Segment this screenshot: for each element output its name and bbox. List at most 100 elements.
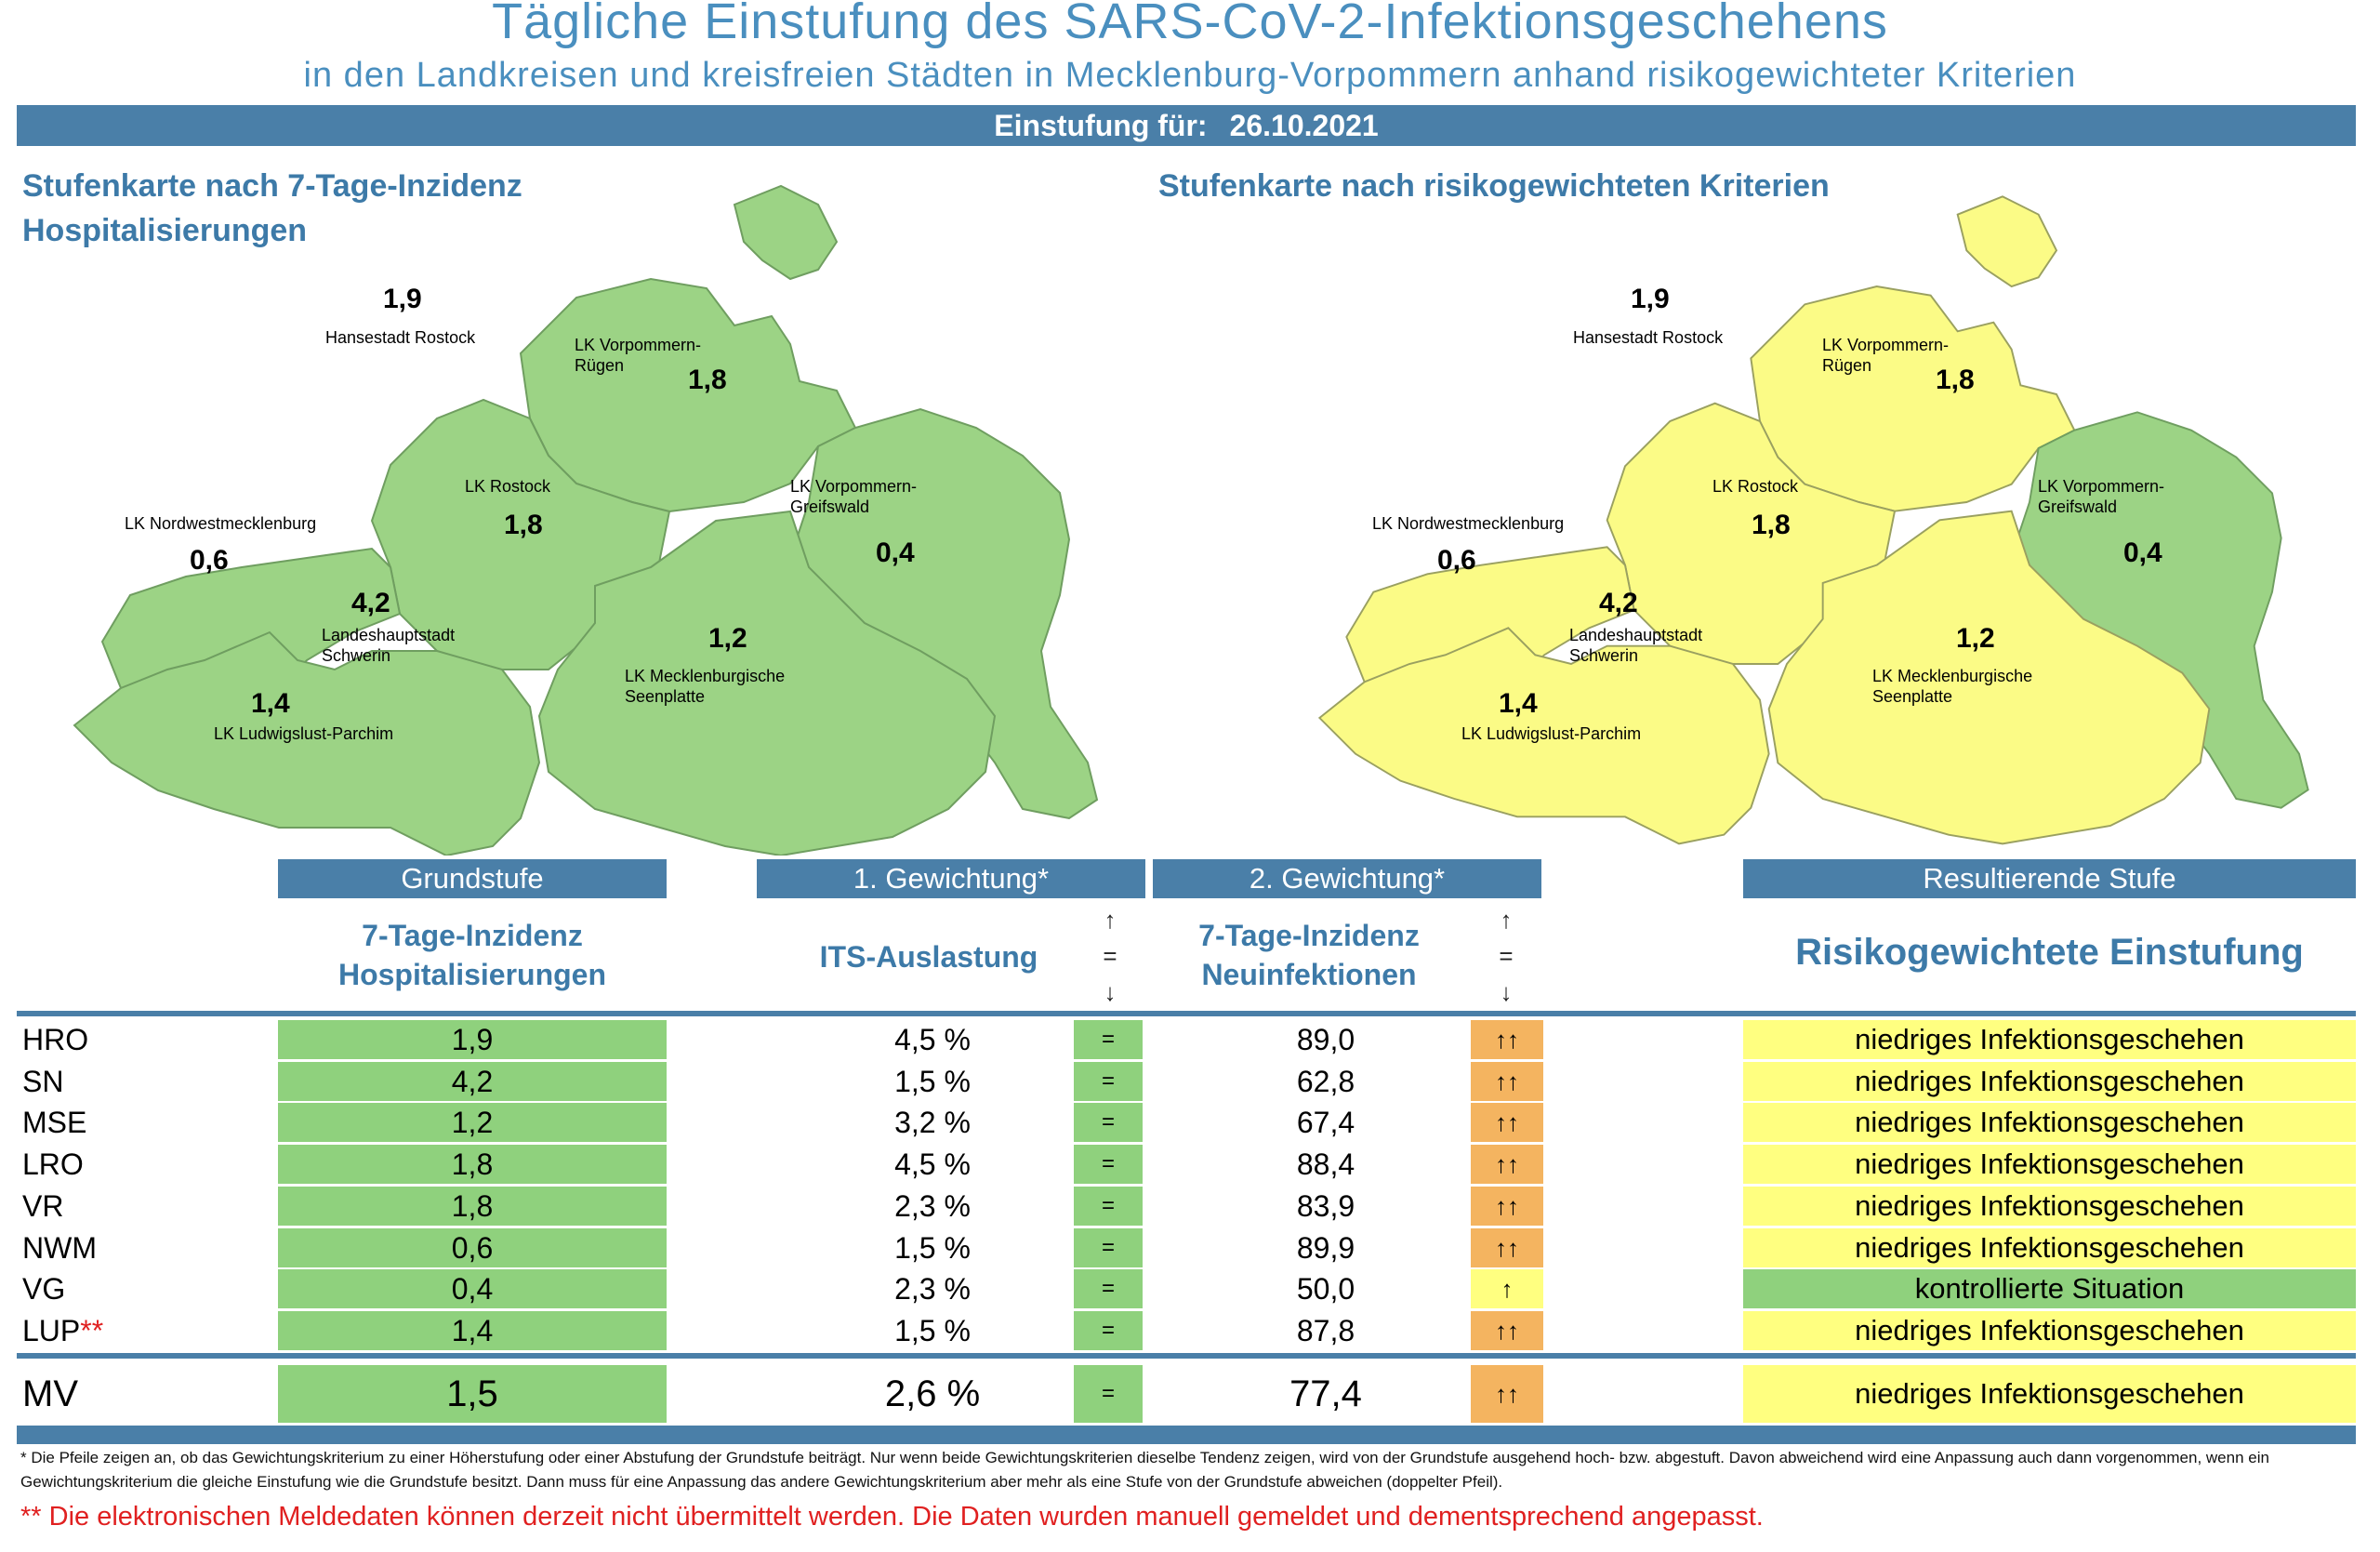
row-neuinfektionen: 67,4 bbox=[1296, 1106, 1355, 1139]
map-right-vg-value: 0,4 bbox=[2123, 537, 2162, 568]
subheader-its: ITS-Auslastung bbox=[819, 940, 1038, 974]
map-left-hro-value: 1,9 bbox=[383, 284, 422, 314]
map-right-lup-label: LK Ludwigslust-Parchim bbox=[1461, 724, 1642, 743]
row-its-trend: = bbox=[1074, 1062, 1143, 1101]
row-neuinfektionen: 50,0 bbox=[1296, 1272, 1355, 1306]
row-neuinfektionen: 87,8 bbox=[1296, 1314, 1355, 1347]
row-neu-trend: ↑↑ bbox=[1471, 1311, 1543, 1350]
map-right-vg-label2: Greifswald bbox=[2038, 497, 2118, 516]
subheader-risikogewichtet: Risikogewichtete Einstufung bbox=[1795, 932, 2304, 973]
map-left-sn-label1: Landeshauptstadt bbox=[322, 626, 456, 644]
row-code-text: SN bbox=[22, 1065, 64, 1098]
row-its-trend: = bbox=[1074, 1103, 1143, 1142]
row-result: niedriges Infektionsgeschehen bbox=[1743, 1365, 2356, 1423]
row-its: 3,2 % bbox=[894, 1106, 971, 1139]
row-neu-trend: ↑↑ bbox=[1471, 1365, 1543, 1423]
map-left-vr-label2: Rügen bbox=[575, 356, 625, 375]
map-right-hro-value: 1,9 bbox=[1631, 284, 1670, 314]
row-its-trend: = bbox=[1074, 1311, 1143, 1350]
map-right-sn-label2: Schwerin bbox=[1569, 646, 1639, 665]
row-inzidenz: 1,5 bbox=[278, 1365, 667, 1423]
page-subtitle: in den Landkreisen und kreisfreien Städt… bbox=[303, 56, 2077, 95]
map-left-sn-label2: Schwerin bbox=[322, 646, 391, 665]
row-inzidenz: 1,8 bbox=[278, 1187, 667, 1226]
map-left-vr-value: 1,8 bbox=[688, 365, 727, 395]
row-its: 2,6 % bbox=[884, 1373, 981, 1414]
map-left-vg-label1: LK Vorpommern- bbox=[790, 477, 918, 496]
row-result: niedriges Infektionsgeschehen bbox=[1743, 1020, 2356, 1059]
row-its: 1,5 % bbox=[894, 1231, 971, 1265]
table-row: SN 4,2 1,5 % = 62,8 ↑↑ niedriges Infektionsges… bbox=[17, 1062, 2356, 1101]
header-grundstufe: Grundstufe bbox=[278, 859, 667, 898]
table-row: LRO 1,8 4,5 % = 88,4 ↑↑ niedriges Infektionsge… bbox=[17, 1145, 2356, 1184]
map-left-nwm-value: 0,6 bbox=[190, 545, 229, 576]
row-its-trend: = bbox=[1074, 1145, 1143, 1184]
map-left-nwm-label: LK Nordwestmecklenburg bbox=[125, 514, 317, 533]
table-row: HRO 1,9 4,5 % = 89,0 ↑↑ niedriges Infektionsge… bbox=[17, 1020, 2356, 1059]
row-neuinfektionen: 89,0 bbox=[1296, 1023, 1355, 1056]
page-title: Tägliche Einstufung des SARS-CoV-2-Infek… bbox=[492, 0, 1888, 49]
map-right-lro-value: 1,8 bbox=[1752, 510, 1791, 540]
map-right-sn-label1: Landeshauptstadt bbox=[1569, 626, 1703, 644]
map-right-sn-value: 4,2 bbox=[1599, 588, 1638, 618]
row-code: HRO bbox=[22, 1020, 208, 1059]
row-code-text: VR bbox=[22, 1189, 64, 1223]
map-left-hro-label: Hansestadt Rostock bbox=[325, 328, 476, 347]
row-its: 4,5 % bbox=[894, 1023, 971, 1056]
map-left-mse-label1: LK Mecklenburgische bbox=[625, 667, 786, 685]
map-left-lup-label: LK Ludwigslust-Parchim bbox=[214, 724, 394, 743]
map-left-title-line2: Hospitalisierungen bbox=[22, 213, 308, 248]
arrow-up-icon: ↑ bbox=[1104, 906, 1117, 934]
row-code-text: VG bbox=[22, 1272, 66, 1306]
row-its-trend: = bbox=[1074, 1187, 1143, 1226]
row-neuinfektionen: 83,9 bbox=[1296, 1189, 1355, 1223]
row-its: 2,3 % bbox=[894, 1189, 971, 1223]
header-gewichtung-2: 2. Gewichtung* bbox=[1153, 859, 1541, 898]
subheader-neuinfektionen: 7-Tage-Inzidenz Neuinfektionen bbox=[1153, 916, 1465, 994]
map-left-vr-label1: LK Vorpommern- bbox=[575, 336, 702, 354]
row-code: LUP** bbox=[22, 1311, 208, 1350]
subheader-neu-line2: Neuinfektionen bbox=[1201, 958, 1417, 991]
row-result: niedriges Infektionsgeschehen bbox=[1743, 1145, 2356, 1184]
arrow-legend-2: ↑ = ↓ bbox=[1488, 902, 1525, 1011]
row-star: ** bbox=[80, 1314, 104, 1347]
map-right-hro-label: Hansestadt Rostock bbox=[1573, 328, 1724, 347]
separator-bottom bbox=[17, 1426, 2356, 1444]
row-its-trend: = bbox=[1074, 1020, 1143, 1059]
row-result: niedriges Infektionsgeschehen bbox=[1743, 1311, 2356, 1350]
row-its: 2,3 % bbox=[894, 1272, 971, 1306]
region-mse-left bbox=[537, 510, 997, 856]
date-label: Einstufung für: bbox=[994, 108, 1208, 142]
map-left-mse-value: 1,2 bbox=[708, 623, 747, 654]
subheader-neu-line1: 7-Tage-Inzidenz bbox=[1198, 919, 1420, 952]
map-left-vg-label2: Greifswald bbox=[790, 497, 870, 516]
row-neu-trend: ↑↑ bbox=[1471, 1020, 1543, 1059]
map-right-nwm-value: 0,6 bbox=[1437, 545, 1476, 576]
row-code: MV bbox=[22, 1373, 78, 1414]
arrow-legend-1: ↑ = ↓ bbox=[1091, 902, 1129, 1011]
row-inzidenz: 0,4 bbox=[278, 1269, 667, 1308]
row-neuinfektionen: 88,4 bbox=[1296, 1147, 1355, 1181]
row-neu-trend: ↑↑ bbox=[1471, 1145, 1543, 1184]
row-neu-trend: ↑ bbox=[1471, 1269, 1543, 1308]
row-neuinfektionen: 77,4 bbox=[1289, 1373, 1362, 1414]
map-right-lro-label: LK Rostock bbox=[1712, 477, 1799, 496]
region-vr-right bbox=[1750, 285, 2076, 512]
row-neuinfektionen: 62,8 bbox=[1296, 1065, 1355, 1098]
table-row: VR 1,8 2,3 % = 83,9 ↑↑ niedriges Infektionsges… bbox=[17, 1187, 2356, 1226]
header-gewichtung-1: 1. Gewichtung* bbox=[757, 859, 1145, 898]
row-neu-trend: ↑↑ bbox=[1471, 1103, 1543, 1142]
row-neu-trend: ↑↑ bbox=[1471, 1228, 1543, 1267]
row-result: niedriges Infektionsgeschehen bbox=[1743, 1062, 2356, 1101]
region-ruegen-right bbox=[1956, 195, 2058, 288]
row-neu-trend: ↑↑ bbox=[1471, 1187, 1543, 1226]
table-row: NWM 0,6 1,5 % = 89,9 ↑↑ niedriges Infektionsge… bbox=[17, 1228, 2356, 1267]
subheader-grundstufe: 7-Tage-Inzidenz Hospitalisierungen bbox=[278, 916, 667, 994]
map-left-vg-value: 0,4 bbox=[876, 537, 915, 568]
row-its: 1,5 % bbox=[894, 1065, 971, 1098]
row-inzidenz: 1,2 bbox=[278, 1103, 667, 1142]
date-value: 26.10.2021 bbox=[1229, 108, 1379, 142]
row-code-text: NWM bbox=[22, 1231, 97, 1265]
separator-top bbox=[17, 1011, 2356, 1016]
row-inzidenz: 1,8 bbox=[278, 1145, 667, 1184]
